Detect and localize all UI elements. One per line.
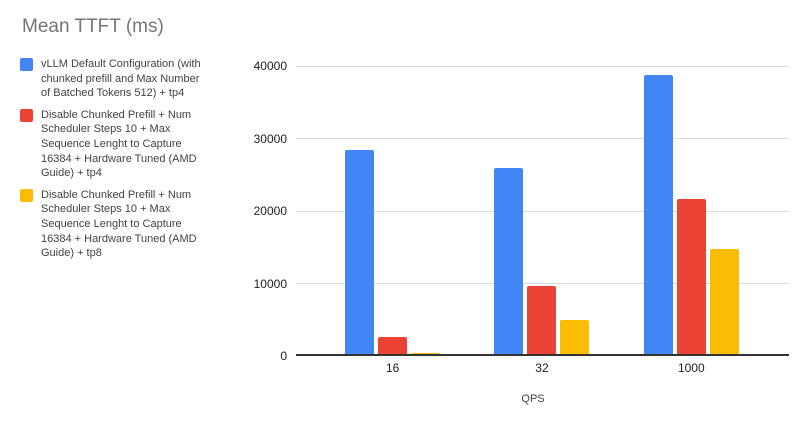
y-axis-tick-label: 20000 bbox=[253, 204, 287, 218]
legend-swatch bbox=[20, 108, 33, 122]
bar-group: 1000 bbox=[617, 66, 766, 375]
gridline bbox=[296, 283, 789, 284]
y-axis-tick-label: 0 bbox=[280, 349, 287, 363]
bar-groups: 16 32 1000 bbox=[318, 66, 766, 375]
legend-item-label: Disable Chunked Prefill + Num Scheduler S… bbox=[41, 108, 197, 180]
legend-item-label: vLLM Default Configuration (with chunked … bbox=[41, 58, 201, 100]
bar[interactable] bbox=[527, 286, 557, 354]
chart-legend: vLLM Default Configuration (with chunked … bbox=[20, 57, 225, 268]
y-axis-tick-label: 30000 bbox=[253, 131, 287, 146]
bar[interactable] bbox=[676, 199, 706, 354]
plot-area: 0 10000 20000 30000 40000 16 32 1000 bbox=[254, 59, 789, 375]
bar[interactable] bbox=[643, 74, 673, 354]
bar[interactable] bbox=[560, 320, 590, 354]
bar-group: 16 bbox=[318, 66, 467, 375]
legend-item: vLLM Default Configuration (with chunked … bbox=[20, 57, 225, 101]
legend-swatch bbox=[20, 58, 33, 71]
y-axis-tick-label: 10000 bbox=[253, 276, 287, 291]
gridline bbox=[296, 138, 789, 139]
bar[interactable] bbox=[709, 248, 739, 354]
gridline bbox=[296, 65, 789, 67]
gridline bbox=[296, 210, 789, 212]
legend-item: Disable Chunked Prefill + Num Scheduler S… bbox=[20, 188, 225, 261]
y-axis-tick-label: 40000 bbox=[253, 59, 287, 73]
legend-swatch bbox=[20, 188, 33, 202]
bar[interactable] bbox=[494, 168, 524, 354]
x-axis-tick-label: 32 bbox=[535, 361, 549, 375]
x-axis-tick-label: 1000 bbox=[677, 361, 705, 375]
bar[interactable] bbox=[378, 337, 408, 354]
bar[interactable] bbox=[411, 352, 441, 354]
x-axis-title: QPS bbox=[521, 393, 545, 405]
bar-group: 32 bbox=[467, 66, 616, 375]
x-axis-tick-label: 16 bbox=[385, 361, 400, 375]
legend-item: Disable Chunked Prefill + Num Scheduler S… bbox=[20, 108, 225, 181]
legend-item-label: Disable Chunked Prefill + Num Scheduler S… bbox=[41, 188, 197, 260]
bar[interactable] bbox=[345, 149, 375, 354]
chart-title: Mean TTFT (ms) bbox=[22, 16, 164, 37]
x-axis-line bbox=[296, 354, 789, 356]
